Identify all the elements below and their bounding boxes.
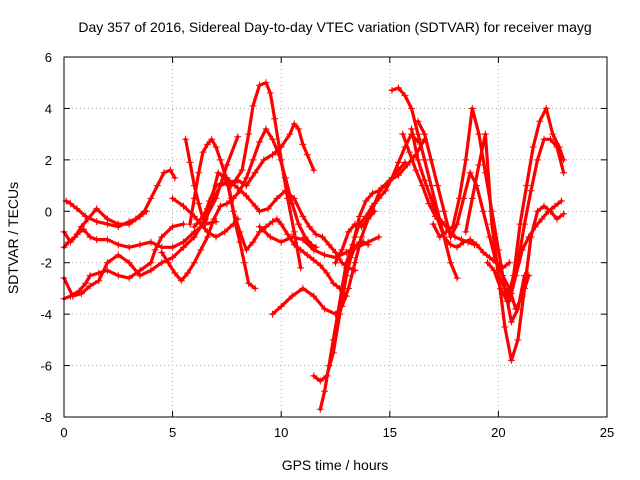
y-tick-label-4: 0	[45, 204, 52, 219]
series-26	[505, 197, 565, 305]
series-7	[186, 135, 350, 300]
y-tick-label-3: -2	[40, 256, 52, 271]
y-tick-label-7: 6	[45, 50, 52, 65]
series-17-trace	[344, 160, 407, 270]
series-15-trace	[318, 132, 420, 411]
series-5-trace	[160, 127, 318, 283]
series-18	[388, 84, 461, 282]
y-tick-label-1: -6	[40, 359, 52, 374]
series-10	[201, 120, 318, 228]
x-tick-label-3: 15	[383, 425, 397, 440]
x-axis-label: GPS time / hours	[282, 457, 389, 473]
x-tick-label-2: 10	[274, 425, 288, 440]
series-7-markers	[186, 135, 350, 300]
tick-layer: 0 5 10 15 20 25 -8 -6 -4 -2 0 2 4 6	[40, 50, 614, 440]
x-tick-label-5: 25	[600, 425, 614, 440]
series-11-markers	[223, 174, 259, 292]
series-1-trace	[64, 168, 177, 229]
x-tick-label-0: 0	[60, 425, 67, 440]
y-tick-label-6: 4	[45, 101, 52, 116]
x-tick-label-1: 5	[169, 425, 176, 440]
series-0-trace	[62, 207, 149, 249]
plot-frame	[63, 56, 608, 418]
y-axis-label: SDTVAR / TECUs	[5, 182, 21, 294]
series-17	[342, 158, 409, 272]
series-9	[190, 176, 359, 274]
series-9-markers	[190, 176, 359, 274]
y-tick-label-2: -4	[40, 307, 52, 322]
y-tick-label-5: 2	[45, 153, 52, 168]
series-17-markers	[342, 158, 409, 272]
series-15	[316, 130, 422, 413]
series-11	[223, 174, 259, 292]
series-20-trace	[409, 127, 511, 270]
series-layer	[60, 79, 568, 413]
series-22	[429, 104, 528, 326]
x-tick-label-4: 20	[491, 425, 505, 440]
series-23-trace	[464, 132, 566, 362]
series-16	[332, 135, 429, 267]
series-15-markers	[316, 130, 422, 413]
series-26-markers	[505, 197, 565, 305]
y-tick-label-0: -8	[40, 410, 52, 425]
series-1	[62, 166, 179, 231]
chart-title: Day 357 of 2016, Sidereal Day-to-day VTE…	[78, 19, 591, 35]
series-1-markers	[62, 166, 179, 231]
